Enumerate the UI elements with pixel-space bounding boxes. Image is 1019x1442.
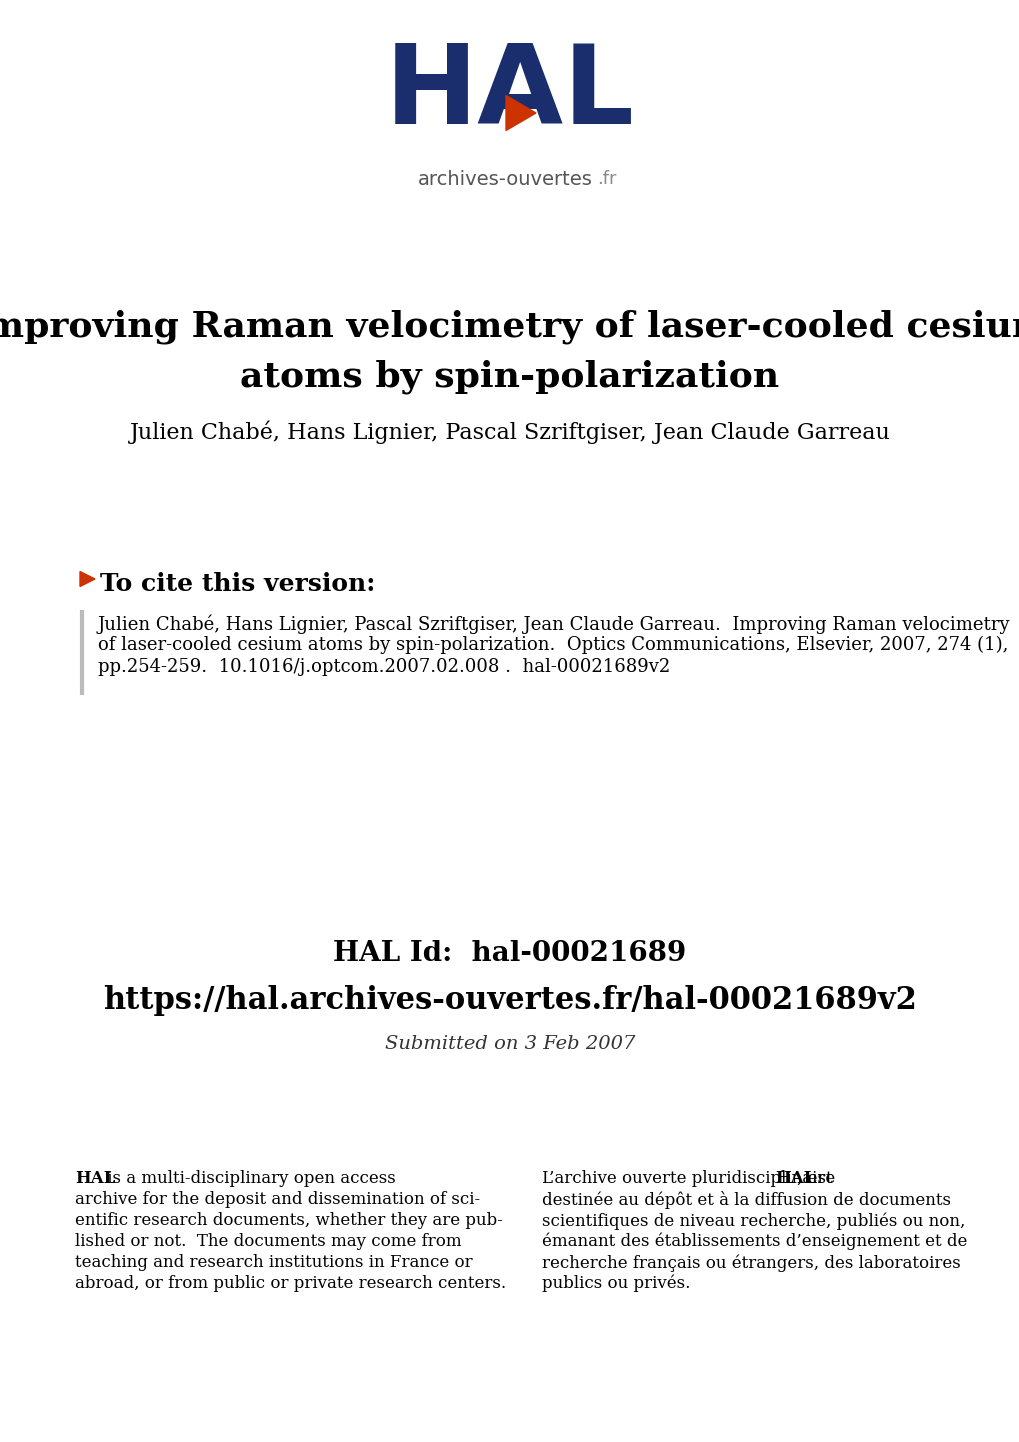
Text: atoms by spin-polarization: atoms by spin-polarization <box>240 360 779 395</box>
Text: Julien Chabé, Hans Lignier, Pascal Szriftgiser, Jean Claude Garreau.  Improving : Julien Chabé, Hans Lignier, Pascal Szrif… <box>98 614 1010 633</box>
Text: archive for the deposit and dissemination of sci-: archive for the deposit and disseminatio… <box>75 1191 480 1208</box>
Text: Submitted on 3 Feb 2007: Submitted on 3 Feb 2007 <box>384 1035 635 1053</box>
Text: https://hal.archives-ouvertes.fr/hal-00021689v2: https://hal.archives-ouvertes.fr/hal-000… <box>103 985 916 1017</box>
Text: .fr: .fr <box>596 170 615 187</box>
Text: pp.254-259.  10.1016/j.optcom.2007.02.008 .  hal-00021689v2: pp.254-259. 10.1016/j.optcom.2007.02.008… <box>98 658 669 676</box>
Text: archives-ouvertes: archives-ouvertes <box>417 170 592 189</box>
Text: publics ou privés.: publics ou privés. <box>541 1275 690 1292</box>
Text: entific research documents, whether they are pub-: entific research documents, whether they… <box>75 1211 502 1229</box>
Polygon shape <box>79 571 95 587</box>
Text: HAL: HAL <box>384 40 635 147</box>
Text: is a multi-disciplinary open access: is a multi-disciplinary open access <box>102 1169 395 1187</box>
Text: To cite this version:: To cite this version: <box>100 572 375 596</box>
Text: , est: , est <box>796 1169 832 1187</box>
Text: recherche français ou étrangers, des laboratoires: recherche français ou étrangers, des lab… <box>541 1255 960 1272</box>
Text: HAL Id:  hal-00021689: HAL Id: hal-00021689 <box>333 940 686 968</box>
Text: destinée au dépôt et à la diffusion de documents: destinée au dépôt et à la diffusion de d… <box>541 1191 950 1208</box>
Text: of laser-cooled cesium atoms by spin-polarization.  Optics Communications, Elsev: of laser-cooled cesium atoms by spin-pol… <box>98 636 1008 655</box>
Text: teaching and research institutions in France or: teaching and research institutions in Fr… <box>75 1255 472 1270</box>
Text: lished or not.  The documents may come from: lished or not. The documents may come fr… <box>75 1233 462 1250</box>
Text: scientifiques de niveau recherche, publiés ou non,: scientifiques de niveau recherche, publi… <box>541 1211 964 1230</box>
Text: abroad, or from public or private research centers.: abroad, or from public or private resear… <box>75 1275 505 1292</box>
Text: HAL: HAL <box>75 1169 115 1187</box>
Text: Improving Raman velocimetry of laser-cooled cesium: Improving Raman velocimetry of laser-coo… <box>0 310 1019 345</box>
Text: Julien Chabé, Hans Lignier, Pascal Szriftgiser, Jean Claude Garreau: Julien Chabé, Hans Lignier, Pascal Szrif… <box>129 420 890 444</box>
Text: HAL: HAL <box>774 1169 814 1187</box>
Text: L’archive ouverte pluridisciplinaire: L’archive ouverte pluridisciplinaire <box>541 1169 840 1187</box>
Text: émanant des établissements d’enseignement et de: émanant des établissements d’enseignemen… <box>541 1233 966 1250</box>
Polygon shape <box>505 95 535 130</box>
